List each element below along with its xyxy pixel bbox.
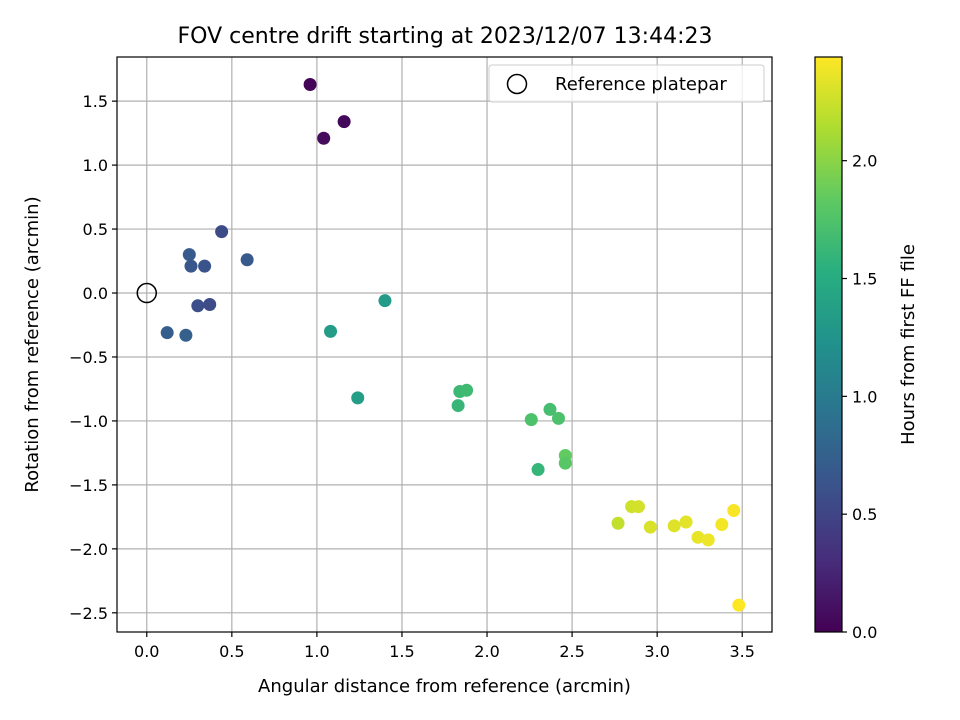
colorbar-tick-label: 1.5 [852,270,877,289]
colorbar-tick-label: 0.5 [852,505,877,524]
y-tick-label: −0.5 [69,348,108,367]
x-tick-label: 3.0 [644,642,669,661]
plot-frame [116,56,773,633]
y-tick-label: −1.0 [69,412,108,431]
data-point [160,326,174,340]
data-point [203,298,217,312]
x-axis-ticks: 0.0 0.5 1.0 1.5 2.0 2.5 3.0 3.5 [134,632,755,661]
x-tick-label: 2.0 [474,642,499,661]
x-tick-label: 1.0 [304,642,329,661]
data-point [351,391,365,405]
y-tick-label: 0.5 [83,220,108,239]
y-axis-label: Rotation from reference (arcmin) [22,196,43,492]
legend: Reference platepar [488,64,765,103]
data-point [531,463,545,477]
colorbar-tick-label: 2.0 [852,152,877,171]
y-tick-label: 0.0 [83,284,108,303]
data-point [191,299,205,313]
data-point [611,516,625,530]
data-point [691,530,705,544]
data-point [303,78,317,92]
x-tick-label: 0.0 [134,642,159,661]
data-point [182,248,196,262]
data-point [643,520,657,534]
x-tick-label: 3.5 [730,642,755,661]
data-point [451,399,465,413]
y-tick-label: 1.0 [83,156,108,175]
colorbar-tick-label: 1.0 [852,387,877,406]
plot-area [117,57,772,632]
x-tick-label: 0.5 [219,642,244,661]
colorbar-label: Hours from first FF file [898,244,919,445]
data-point [558,456,572,470]
data-point [524,413,538,427]
data-point [337,115,351,129]
data-point [184,259,198,273]
y-tick-label: −2.0 [69,540,108,559]
data-point [701,533,715,547]
data-point [727,503,741,517]
data-point [179,328,193,342]
data-point [543,402,557,416]
data-point [378,294,392,308]
y-tick-label: −2.5 [69,604,108,623]
x-tick-label: 1.5 [389,642,414,661]
data-point [324,324,338,338]
data-point [240,253,254,267]
x-tick-label: 2.5 [559,642,584,661]
y-tick-label: 1.5 [83,92,108,111]
data-point [460,383,474,397]
colorbar-tick-label: 0.0 [852,623,877,642]
data-point [732,598,746,612]
legend-label: Reference platepar [555,74,727,95]
data-point [551,411,565,425]
reference-platepar-marker [136,282,158,304]
data-point [317,131,331,145]
data-point [667,519,681,533]
colorbar-ticks: 0.0 0.5 1.0 1.5 2.0 [842,152,877,642]
data-point [198,259,212,273]
colorbar [814,56,843,633]
data-point [715,518,729,532]
data-point [631,500,645,514]
data-point [679,515,693,529]
scatter-points [160,78,746,612]
chart-title: FOV centre drift starting at 2023/12/07 … [178,24,713,49]
y-tick-label: −1.5 [69,476,108,495]
x-axis-label: Angular distance from reference (arcmin) [258,676,631,697]
legend-open-circle-marker [506,73,528,95]
data-point [215,225,229,239]
y-axis-ticks: 1.5 1.0 0.5 0.0 −0.5 −1.0 −1.5 −2.0 −2.5 [69,92,117,623]
legend-box [488,64,765,103]
